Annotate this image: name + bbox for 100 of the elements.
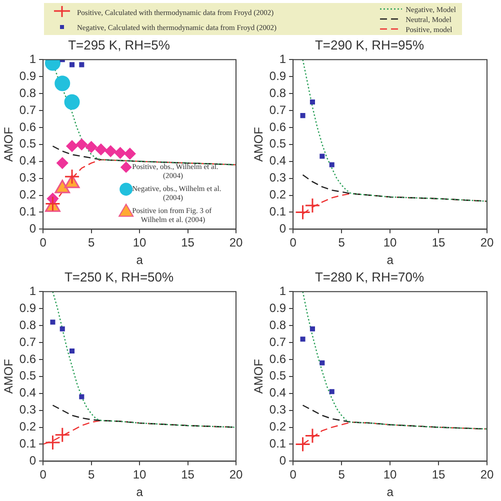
point — [304, 428, 320, 444]
y-tick-label: 1 — [29, 52, 36, 66]
y-tick-label: 0.9 — [19, 300, 36, 315]
x-tick-label: 20 — [229, 468, 243, 482]
y-tick-label: 0.8 — [269, 318, 286, 332]
y-tick-label: 0.1 — [19, 204, 36, 219]
x-tick-label: 10 — [132, 236, 147, 250]
point — [310, 326, 315, 332]
y-tick-label: 0.5 — [269, 368, 286, 383]
point — [300, 336, 306, 342]
y-tick-label: 0.6 — [269, 120, 286, 134]
chart-title: T=290 K, RH=95% — [314, 37, 424, 52]
y-tick-label: 0.9 — [269, 300, 286, 315]
y-tick-label: 0.5 — [19, 368, 36, 383]
y-axis-title: AMOF — [2, 359, 16, 394]
x-tick-label: 5 — [88, 236, 95, 250]
y-tick-label: 0.1 — [269, 436, 286, 451]
y-tick-label: 0.2 — [269, 188, 286, 202]
chart-title: T=280 K, RH=70% — [314, 269, 424, 284]
point — [329, 389, 334, 394]
point — [79, 62, 84, 68]
x-tick-label: 20 — [229, 236, 243, 250]
x-tick-label: 10 — [383, 468, 398, 482]
y-tick-label: 0 — [279, 222, 286, 236]
y-tick-label: 0.4 — [19, 154, 36, 168]
point — [300, 113, 306, 118]
point — [64, 168, 80, 184]
point — [320, 154, 325, 159]
y-tick-label: 0.7 — [19, 102, 36, 117]
y-tick-label: 0.7 — [269, 334, 286, 349]
x-tick-label: 0 — [290, 468, 297, 482]
x-tick-label: 5 — [88, 468, 95, 482]
y-tick-label: 0.7 — [19, 334, 36, 349]
x-axis-title: a — [136, 485, 144, 500]
y-tick-label: 0.6 — [19, 120, 36, 134]
point — [329, 162, 334, 168]
y-tick-label: 1 — [29, 284, 36, 298]
y-tick-label: 1 — [279, 52, 286, 66]
point — [310, 99, 315, 105]
y-tick-label: 0 — [29, 222, 36, 236]
x-tick-label: 20 — [480, 468, 494, 482]
point — [70, 348, 75, 354]
point — [64, 94, 80, 110]
line-series — [52, 292, 236, 428]
x-tick-label: 0 — [290, 236, 297, 250]
y-tick-label: 0.8 — [19, 86, 36, 100]
point — [54, 76, 70, 92]
x-tick-label: 15 — [432, 236, 446, 250]
y-tick-label: 0.3 — [269, 170, 286, 185]
y-tick-label: 0.6 — [19, 352, 36, 366]
point — [54, 427, 70, 443]
x-tick-label: 0 — [40, 236, 47, 250]
point — [295, 436, 311, 452]
point — [44, 434, 60, 450]
x-tick-label: 5 — [338, 468, 346, 482]
y-tick-label: 0.2 — [269, 420, 286, 434]
y-tick-label: 0.1 — [19, 436, 36, 451]
y-tick-label: 0.8 — [269, 86, 286, 100]
x-axis-title: a — [386, 485, 394, 500]
x-tick-label: 15 — [181, 468, 195, 482]
x-tick-label: 5 — [338, 236, 346, 250]
line-series — [302, 60, 487, 202]
point — [50, 320, 56, 325]
y-axis-title: AMOF — [252, 127, 266, 162]
y-tick-label: 0.2 — [19, 420, 36, 434]
point — [295, 204, 311, 220]
chart-title: T=295 K, RH=5% — [68, 37, 170, 52]
y-tick-label: 0.5 — [269, 136, 286, 151]
y-tick-label: 0 — [279, 454, 286, 468]
y-tick-label: 0.4 — [19, 386, 36, 400]
line-series — [302, 292, 487, 430]
x-tick-label: 10 — [383, 236, 398, 250]
point — [104, 145, 116, 157]
point — [320, 360, 325, 366]
y-tick-label: 0.4 — [269, 154, 286, 168]
y-tick-label: 0.7 — [269, 102, 286, 117]
x-tick-label: 20 — [480, 236, 494, 250]
point — [70, 62, 75, 68]
line-series — [302, 174, 487, 202]
point — [304, 198, 320, 214]
point — [114, 147, 126, 159]
y-tick-label: 0.5 — [19, 136, 36, 151]
y-tick-label: 0.4 — [269, 386, 286, 400]
point — [95, 144, 107, 156]
x-axis-title: a — [386, 253, 394, 268]
x-tick-label: 0 — [40, 468, 47, 482]
x-tick-label: 10 — [132, 468, 147, 482]
point — [60, 326, 65, 332]
point — [79, 394, 84, 400]
y-tick-label: 0.9 — [19, 68, 36, 83]
x-tick-label: 15 — [181, 236, 195, 250]
chart-title: T=250 K, RH=50% — [64, 269, 174, 284]
y-tick-label: 0.1 — [269, 204, 286, 219]
y-tick-label: 0 — [29, 454, 36, 468]
y-tick-label: 0.9 — [269, 68, 286, 83]
point — [86, 141, 98, 153]
y-tick-label: 0.3 — [269, 402, 286, 417]
point — [56, 157, 68, 169]
point — [124, 148, 136, 160]
point — [66, 140, 78, 152]
